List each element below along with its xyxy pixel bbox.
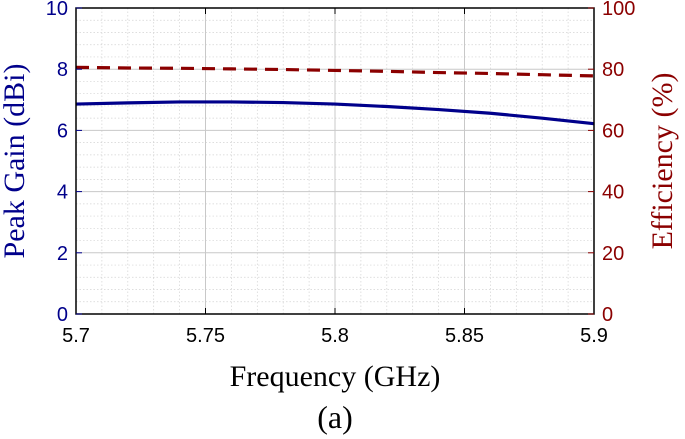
left-y-tick-label: 6 — [57, 120, 68, 142]
left-y-tick-label: 10 — [46, 0, 68, 20]
x-axis-label: Frequency (GHz) — [230, 360, 441, 393]
x-tick-label: 5.75 — [186, 325, 225, 347]
left-y-tick-label: 0 — [57, 304, 68, 326]
left-y-tick-label: 8 — [57, 59, 68, 81]
left-y-tick-label: 2 — [57, 243, 68, 265]
right-y-tick-label: 60 — [602, 120, 624, 142]
peak-gain-series-line — [75, 100, 595, 126]
series — [75, 65, 595, 126]
right-y-tick-label: 100 — [602, 0, 635, 20]
grid — [75, 7, 595, 315]
figure-caption: (a) — [317, 399, 353, 435]
left-y-tick-label: 4 — [57, 182, 68, 204]
right-y-tick-label: 80 — [602, 59, 624, 81]
efficiency-series-line — [75, 65, 595, 78]
x-tick-label: 5.85 — [445, 325, 484, 347]
right-y-tick-label: 40 — [602, 182, 624, 204]
right-y-tick-label: 0 — [602, 304, 613, 326]
x-tick-label: 5.8 — [321, 325, 349, 347]
right-y-axis-label: Efficiency (%) — [646, 73, 679, 250]
left-y-axis-label: Peak Gain (dBi) — [0, 64, 31, 259]
x-tick-label: 5.7 — [62, 325, 90, 347]
x-tick-label: 5.9 — [580, 325, 608, 347]
right-y-tick-label: 20 — [602, 243, 624, 265]
